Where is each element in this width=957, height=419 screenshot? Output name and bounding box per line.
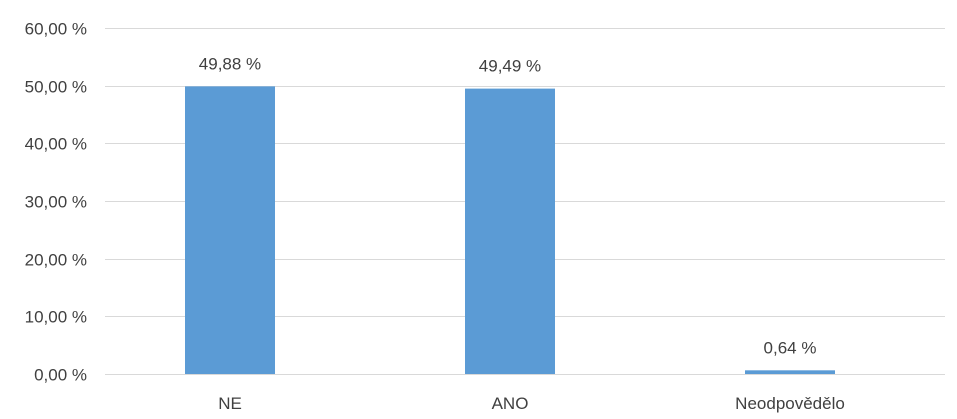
y-tick-label: 60,00 %: [25, 20, 87, 39]
category-label: NE: [218, 394, 242, 413]
bar-ano: [465, 88, 555, 374]
y-tick-label: 50,00 %: [25, 78, 87, 97]
y-tick-label: 40,00 %: [25, 135, 87, 154]
data-label: 0,64 %: [764, 338, 817, 357]
y-tick-label: 0,00 %: [34, 366, 87, 385]
bar-ne: [185, 86, 275, 374]
category-label: ANO: [492, 394, 529, 413]
x-axis-category-labels: NE ANO Neodpovědělo: [218, 394, 845, 413]
data-labels: 49,88 % 49,49 % 0,64 %: [199, 54, 817, 357]
bars: [185, 86, 835, 374]
y-tick-label: 10,00 %: [25, 308, 87, 327]
category-label: Neodpovědělo: [735, 394, 845, 413]
y-tick-label: 30,00 %: [25, 193, 87, 212]
y-tick-label: 20,00 %: [25, 251, 87, 270]
bar-neodpovědělo: [745, 370, 835, 374]
y-axis-tick-labels: 0,00 % 10,00 % 20,00 % 30,00 % 40,00 % 50,00 …: [25, 20, 87, 385]
data-label: 49,88 %: [199, 54, 261, 73]
data-label: 49,49 %: [479, 57, 541, 76]
